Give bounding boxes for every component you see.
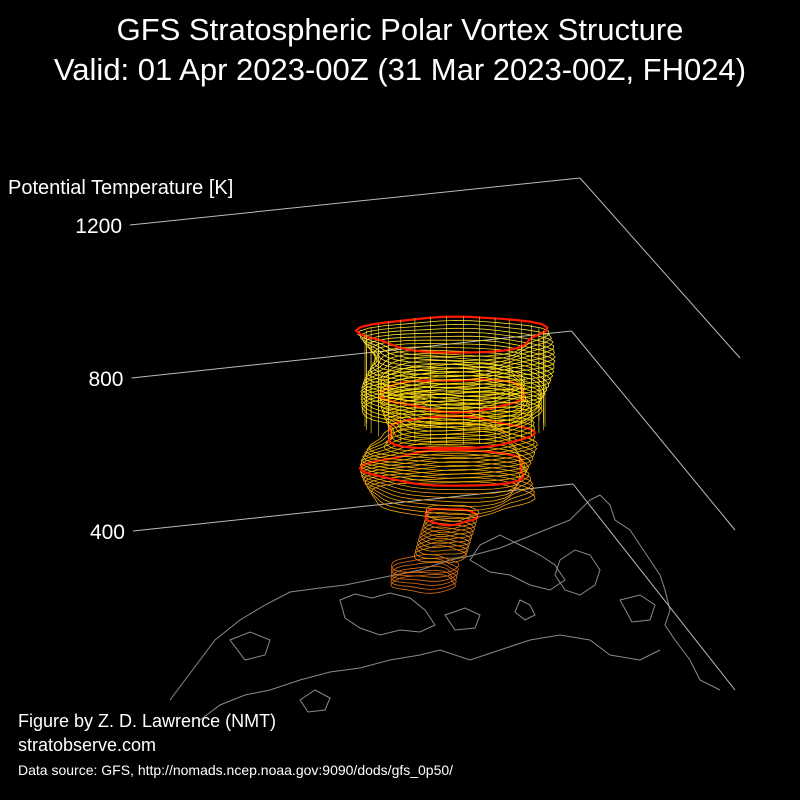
vortex-contour-20 [366,473,535,512]
vortex-contour-27 [359,445,527,483]
coastline-path [469,534,566,591]
vortex-contour-4 [390,557,459,578]
vortex-contour-40 [382,400,534,435]
vortex-contour-9 [416,533,470,552]
vortex-contour-19 [368,477,535,516]
chart-title-line2: Valid: 01 Apr 2023-00Z (31 Mar 2023-00Z,… [53,52,747,87]
vortex-contour-66 [367,335,555,373]
coastline-path [444,607,481,631]
vortex-contour-62 [367,349,555,388]
z-axis-label: Potential Temperature [K] [8,177,233,199]
vortex-contour-54 [360,378,542,417]
credit-source: Data source: GFS, http://nomads.ncep.noa… [18,762,454,778]
z-tick-label: 400 [90,521,125,544]
vortex-contour-15 [424,512,478,530]
vortex-edge-contour [354,315,549,354]
vortex-contour-52 [361,386,543,426]
coastline-path [599,494,721,691]
vortex-contour-53 [361,382,542,422]
vortex-contour-42 [380,393,530,429]
grid-line-back [129,177,581,226]
credit-site: stratobserve.com [18,735,157,755]
vortex-contour-21 [364,469,534,507]
z-tick-labels: 400 800 1200 [75,215,125,544]
vortex-contour-41 [381,397,532,432]
vortex-contour-64 [371,343,556,381]
vortex-contour-43 [380,390,529,425]
coastline-basemap [169,494,721,721]
vortex-contour-0 [390,574,456,594]
coastline-path [339,592,436,636]
vortex-contour-57 [361,367,546,406]
vortex-contour-7 [414,541,468,559]
vortex-contour-12 [420,523,474,541]
coastline-path [229,631,271,661]
vortex-contour-29 [361,437,532,475]
vortex-contour-5 [391,554,460,574]
vortex-contour-10 [418,530,471,549]
vortex-contour-17 [425,504,480,522]
vortex-contour-6 [413,545,467,563]
vortex-contour-58 [362,363,548,402]
vortex-contour-55 [360,374,542,413]
vortex-contour-13 [421,519,475,538]
grid-line-side [571,330,736,531]
z-tick-label: 1200 [75,215,122,238]
polar-vortex-isosurface [354,315,556,594]
vortex-contour-68 [361,327,554,365]
vortex-contour-14 [422,515,476,534]
coastline-path [619,594,656,623]
vortex-contour-30 [362,434,534,471]
vortex-contour-33 [367,422,539,460]
coastline-path [199,634,661,721]
vortex-contour-11 [419,526,473,545]
z-tick-label: 800 [88,368,123,391]
coastline-path [514,599,536,621]
coastline-path [554,549,601,596]
vortex-contour-65 [370,339,556,377]
credit-author: Figure by Z. D. Lawrence (NMT) [18,711,277,731]
vortex-contour-61 [365,353,554,392]
coastline-path [169,494,601,701]
vortex-contour-70 [357,320,550,357]
grid-line-side [572,483,736,691]
axis-frame [129,177,741,691]
vortex-edge-contour [358,448,525,487]
vortex-contour-38 [385,408,535,442]
vortex-contour-8 [415,537,469,556]
vortex-contour-56 [360,370,543,409]
vortex-edge-contour [388,414,537,450]
grid-line-back [131,330,572,379]
vortex-contour-51 [361,390,543,430]
vortex-contour-67 [364,331,555,369]
coastline-path [299,689,331,713]
chart-title-line1: GFS Stratospheric Polar Vortex Structure [116,12,684,47]
vortex-contour-1 [390,569,457,590]
vortex-contour-22 [362,464,532,503]
vortex-contour-18 [370,481,536,520]
grid-line-side [579,177,741,359]
